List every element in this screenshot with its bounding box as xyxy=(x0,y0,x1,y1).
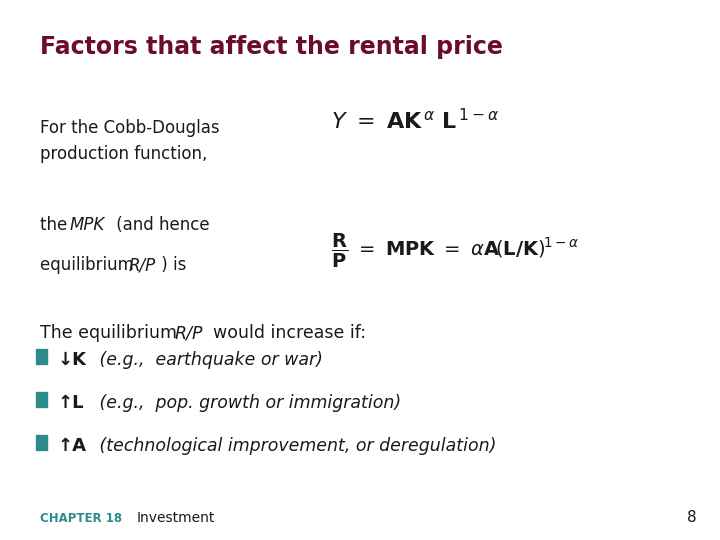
Text: R/P: R/P xyxy=(128,256,156,274)
FancyBboxPatch shape xyxy=(36,392,47,407)
Text: ↑L: ↑L xyxy=(58,394,84,412)
Text: CHAPTER 18: CHAPTER 18 xyxy=(40,512,122,525)
Text: ↓K: ↓K xyxy=(58,351,86,369)
Text: would increase if:: would increase if: xyxy=(202,324,366,342)
Text: equilibrium: equilibrium xyxy=(40,256,139,274)
Text: Investment: Investment xyxy=(137,511,215,525)
Text: $Y\ =\ \mathbf{AK}^{\,\alpha}\ \mathbf{L}^{\,1-\alpha}$: $Y\ =\ \mathbf{AK}^{\,\alpha}\ \mathbf{L… xyxy=(331,108,500,133)
FancyBboxPatch shape xyxy=(36,435,47,450)
Text: (technological improvement, or deregulation): (technological improvement, or deregulat… xyxy=(94,437,497,455)
Text: $\dfrac{\mathbf{R}}{\mathbf{P}}\ =\ \mathbf{MPK}\ =\ \alpha\mathbf{A}\!\left(\ma: $\dfrac{\mathbf{R}}{\mathbf{P}}\ =\ \mat… xyxy=(331,232,580,271)
Text: (e.g.,  pop. growth or immigration): (e.g., pop. growth or immigration) xyxy=(94,394,402,412)
Text: ↑A: ↑A xyxy=(58,437,86,455)
Text: 8: 8 xyxy=(688,510,697,525)
Text: R/P: R/P xyxy=(175,324,204,342)
Text: The equilibrium: The equilibrium xyxy=(40,324,182,342)
Text: MPK: MPK xyxy=(70,216,105,234)
Text: (e.g.,  earthquake or war): (e.g., earthquake or war) xyxy=(94,351,323,369)
Text: ) is: ) is xyxy=(156,256,186,274)
Text: the: the xyxy=(40,216,72,234)
Text: For the Cobb-Douglas
production function,: For the Cobb-Douglas production function… xyxy=(40,119,219,163)
FancyBboxPatch shape xyxy=(36,349,47,364)
Text: Factors that affect the rental price: Factors that affect the rental price xyxy=(40,35,503,59)
Text: (and hence: (and hence xyxy=(111,216,210,234)
